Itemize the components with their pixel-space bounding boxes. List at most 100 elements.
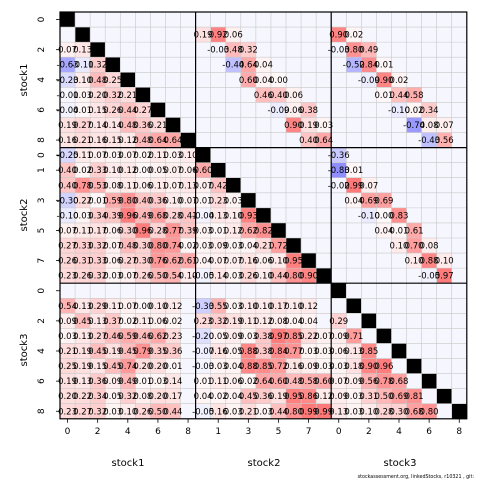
cell-value-label: 0.03: [314, 347, 333, 357]
cell-value-label: 0.03: [314, 121, 333, 131]
heatmap-cell: [150, 253, 166, 269]
cell-value-label: 0.79: [133, 347, 152, 357]
cell-value-label: 0.78: [73, 181, 92, 191]
cell-value-label: -0.43: [418, 136, 440, 146]
cell-value-label: 0.02: [209, 392, 228, 402]
background-cell: [301, 222, 317, 238]
background-cell: [180, 42, 196, 58]
heatmap-cell: [195, 358, 211, 374]
cell-value-label: 0.07: [118, 302, 137, 312]
cell-value-label: 0.06: [224, 31, 243, 41]
background-cell: [120, 283, 136, 299]
x-tick-label: 2: [366, 427, 372, 437]
heatmap-cell: [195, 403, 211, 419]
y-label-stock3: stock3: [19, 334, 30, 367]
heatmap-cell: [120, 343, 136, 359]
heatmap-cell: [60, 42, 76, 58]
heatmap-cell: [105, 87, 121, 103]
diagonal-cell: [60, 12, 76, 28]
cell-value-label: 0.06: [254, 257, 273, 267]
background-cell: [210, 132, 226, 148]
background-cell: [105, 42, 121, 58]
heatmap-cell: [240, 388, 256, 404]
cell-value-label: 0.13: [179, 181, 198, 191]
background-cell: [361, 238, 377, 254]
background-cell: [301, 87, 317, 103]
heatmap-cell: [135, 253, 151, 269]
background-cell: [331, 207, 347, 223]
cell-value-label: 0.35: [148, 347, 167, 357]
background-cell: [180, 343, 196, 359]
background-cell: [180, 388, 196, 404]
background-cell: [75, 283, 91, 299]
background-cell: [436, 102, 452, 118]
heatmap-cell: [165, 373, 181, 389]
heatmap-cell: [60, 117, 76, 133]
cell-value-label: 0.23: [209, 196, 228, 206]
x-tick-label: 3: [245, 427, 251, 437]
background-cell: [90, 27, 106, 43]
background-cell: [436, 358, 452, 374]
background-cell: [316, 253, 332, 269]
heatmap-cell: [105, 268, 121, 284]
background-cell: [165, 27, 181, 43]
cell-value-label: 0.16: [209, 347, 228, 357]
heatmap-cell: [406, 253, 422, 269]
background-cell: [286, 207, 302, 223]
background-cell: [436, 57, 452, 73]
heatmap-cell: [391, 87, 407, 103]
cell-value-label: 0.01: [209, 226, 228, 236]
x-tick-label: 5: [276, 427, 282, 437]
heatmap-cell: [255, 87, 271, 103]
cell-value-label: 0.01: [374, 91, 393, 101]
background-cell: [210, 117, 226, 133]
heatmap-cell: [90, 358, 106, 374]
x-label-stock2: stock2: [248, 458, 281, 469]
heatmap-cell: [180, 162, 196, 178]
diagonal-cell: [406, 358, 422, 374]
heatmap-cell: [316, 328, 332, 344]
cell-value-label: 0.27: [118, 257, 137, 267]
heatmap-cell: [60, 313, 76, 329]
cell-value-label: 0.88: [420, 257, 439, 267]
cell-value-label: 0.99: [344, 181, 363, 191]
heatmap-cell: [60, 298, 76, 314]
cell-value-label: 0.27: [73, 121, 92, 131]
diagonal-cell: [346, 298, 362, 314]
heatmap-cell: [286, 328, 302, 344]
background-cell: [225, 283, 241, 299]
cell-value-label: 0.11: [103, 302, 122, 312]
diagonal-cell: [316, 268, 332, 284]
y-tick-label: 6: [37, 107, 47, 113]
cell-value-label: 0.60: [314, 377, 333, 387]
heatmap-cell: [240, 253, 256, 269]
heatmap-cell: [255, 328, 271, 344]
background-cell: [346, 222, 362, 238]
cell-value-label: 0.29: [88, 302, 107, 312]
background-cell: [421, 87, 437, 103]
background-cell: [331, 12, 347, 28]
background-cell: [255, 283, 271, 299]
diagonal-cell: [391, 343, 407, 359]
background-cell: [225, 162, 241, 178]
cell-value-label: 0.12: [299, 302, 318, 312]
heatmap-cell: [361, 373, 377, 389]
cell-value-label: 0.07: [314, 332, 333, 342]
cell-value-label: 0.03: [73, 91, 92, 101]
background-cell: [436, 283, 452, 299]
background-cell: [316, 313, 332, 329]
heatmap-cell: [421, 268, 437, 284]
x-tick-label: 4: [125, 427, 131, 437]
heatmap-cell: [391, 238, 407, 254]
background-cell: [150, 27, 166, 43]
heatmap-cell: [195, 373, 211, 389]
heatmap-cell: [75, 72, 91, 88]
heatmap-cell: [195, 343, 211, 359]
background-cell: [451, 298, 467, 314]
background-cell: [270, 177, 286, 193]
heatmap-cell: [135, 117, 151, 133]
background-cell: [90, 12, 106, 28]
cell-value-label: 0.81: [405, 392, 424, 402]
background-cell: [376, 283, 392, 299]
cell-value-label: -0.36: [328, 151, 350, 161]
